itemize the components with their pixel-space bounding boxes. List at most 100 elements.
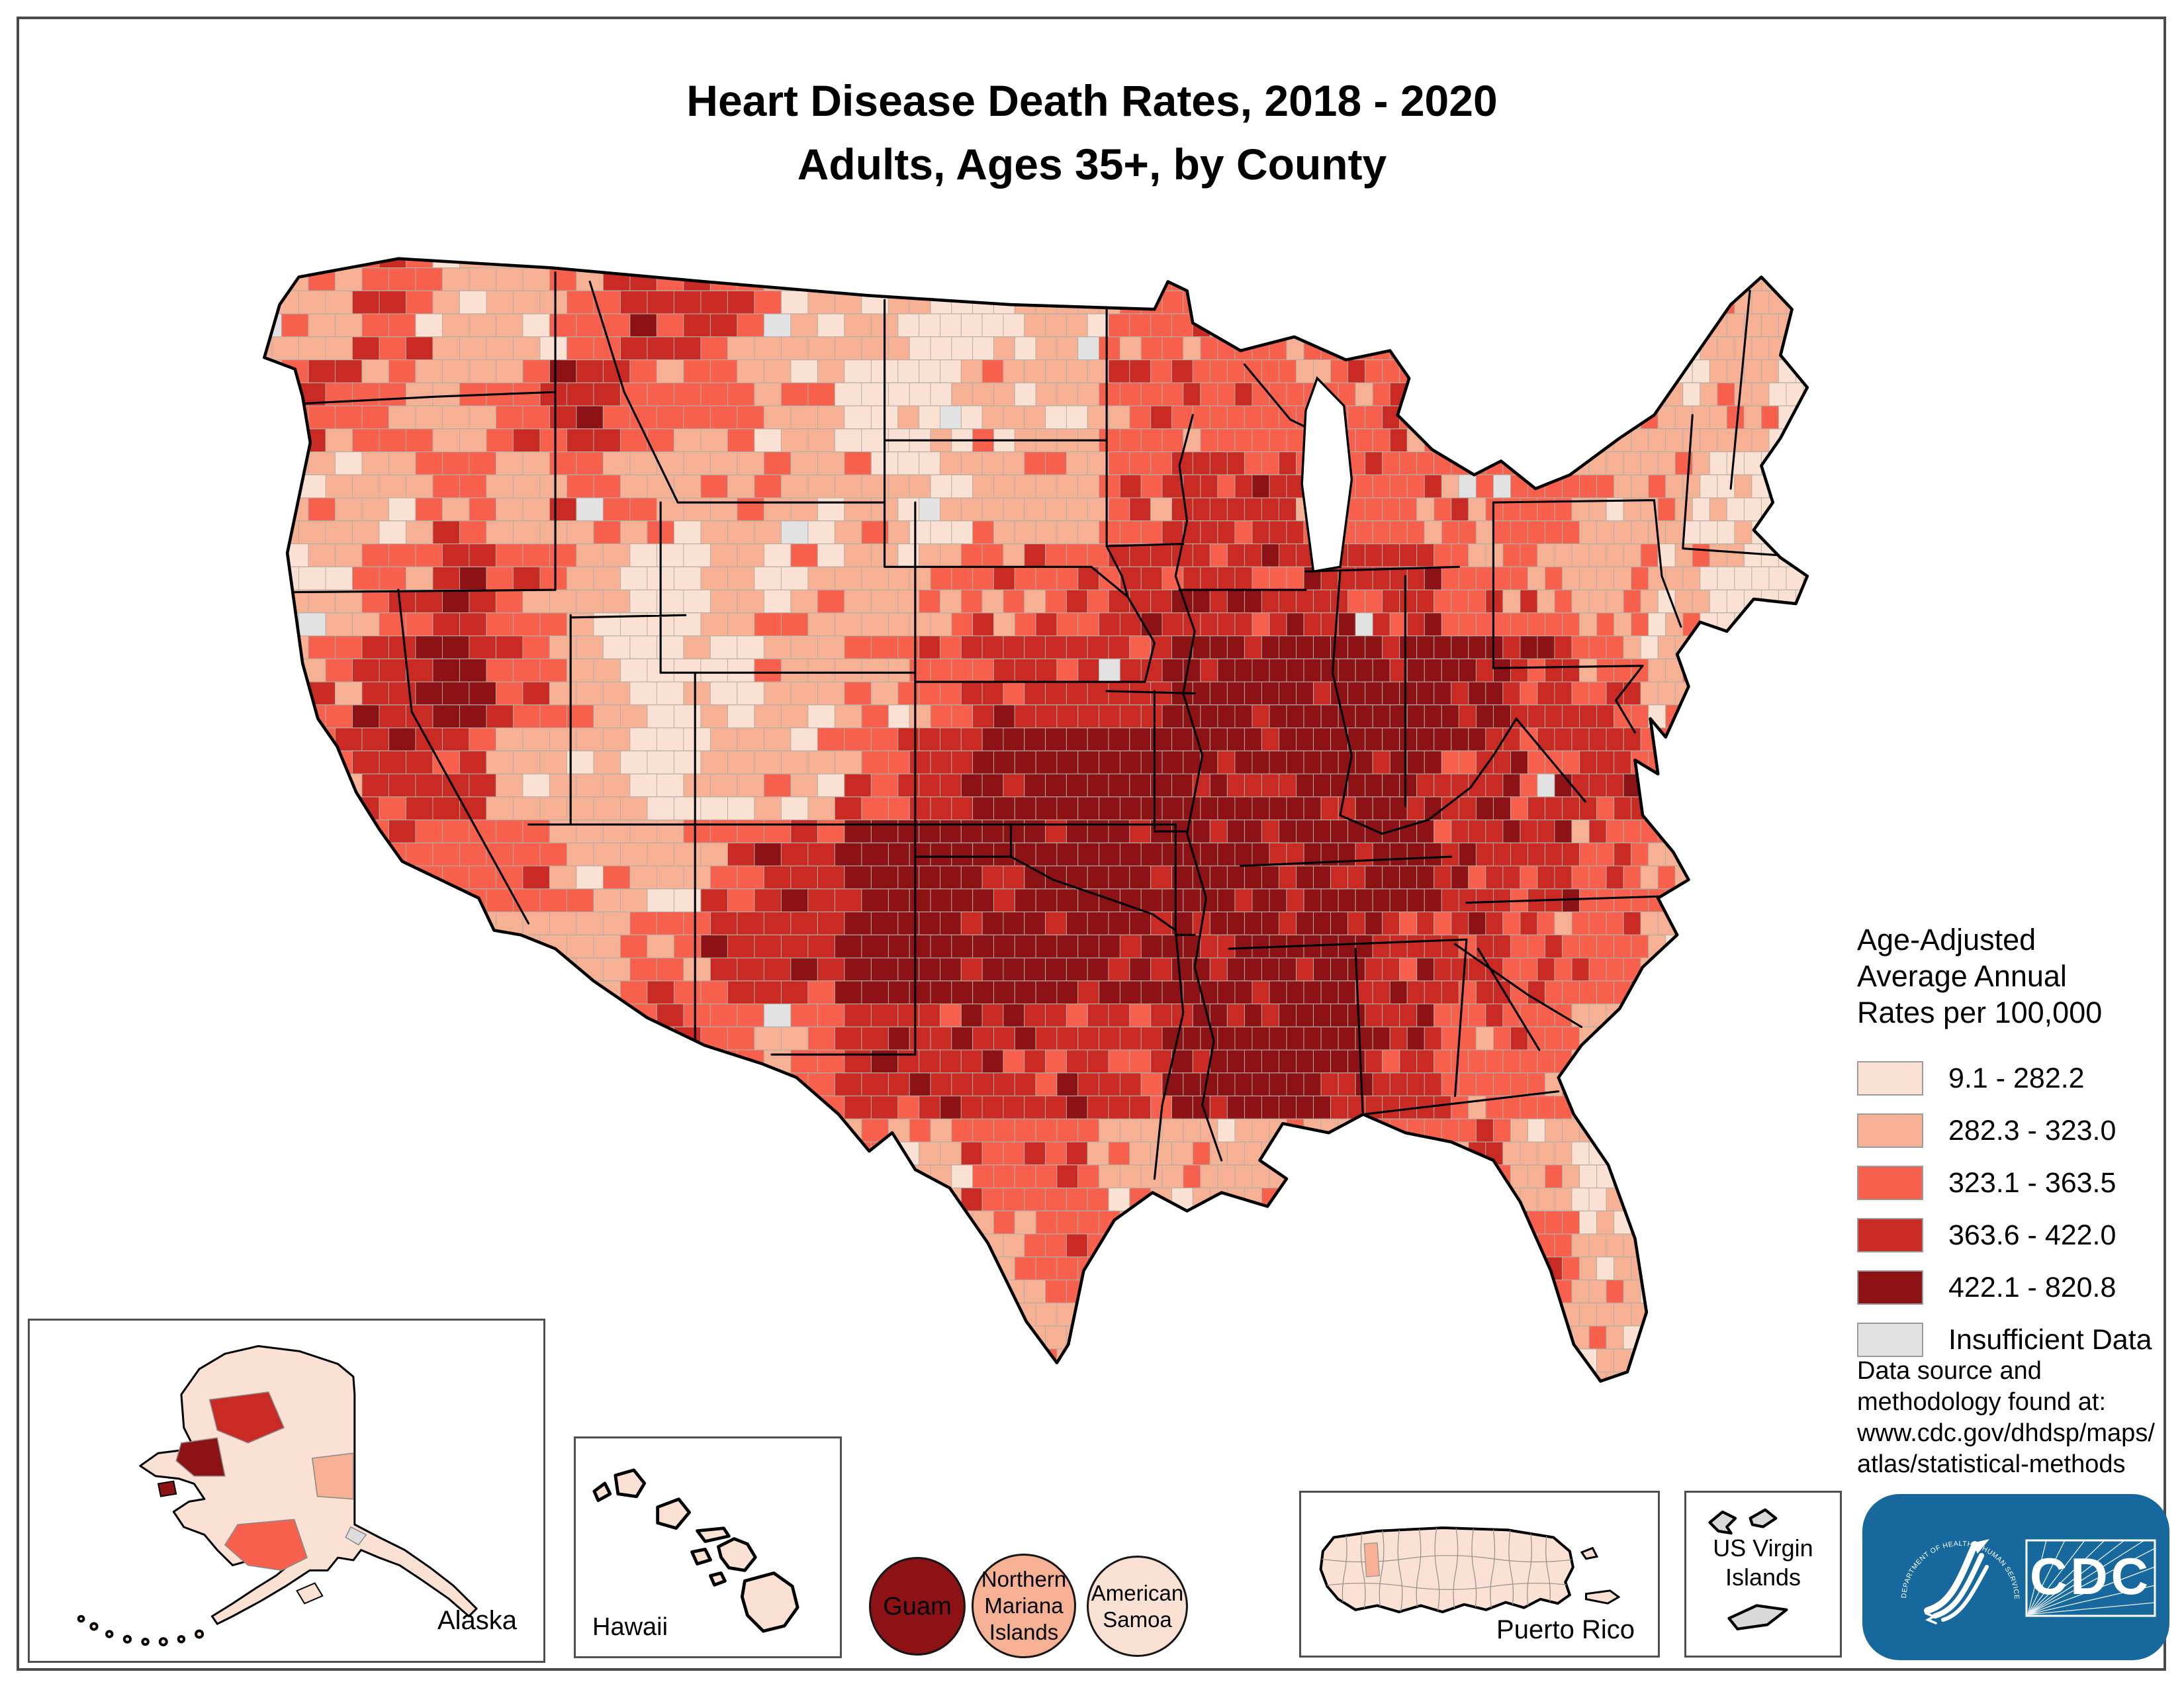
county-cell — [1768, 980, 1787, 1005]
county-cell — [1527, 796, 1545, 821]
county-cell — [1682, 704, 1701, 729]
county-cell — [593, 704, 621, 729]
county-cell — [1150, 543, 1172, 567]
county-cell — [281, 267, 309, 291]
county-cell — [780, 1302, 809, 1327]
county-cell — [1527, 1441, 1545, 1464]
county-cell — [1244, 451, 1262, 475]
county-cell — [727, 382, 755, 406]
county-cell — [1795, 267, 1807, 291]
county-cell — [1475, 290, 1494, 314]
county-cell — [1596, 566, 1615, 590]
county-cell — [308, 773, 336, 798]
county-cell — [1244, 1004, 1262, 1027]
county-cell — [981, 727, 1004, 751]
county-cell — [870, 635, 899, 659]
county-cell — [1743, 957, 1762, 982]
county-cell — [1399, 681, 1418, 706]
county-cell — [1545, 1302, 1563, 1327]
county-cell — [1571, 405, 1590, 430]
county-cell — [1140, 934, 1163, 959]
county-cell — [1795, 820, 1807, 843]
county-cell — [405, 750, 433, 774]
county-cell — [1451, 1464, 1469, 1487]
county-cell — [1066, 635, 1088, 659]
county-cell — [522, 820, 550, 843]
county-cell — [1579, 258, 1598, 269]
county-cell — [951, 382, 974, 406]
county-cell — [1726, 865, 1745, 890]
county-cell — [1338, 1256, 1356, 1281]
county-cell — [790, 1141, 818, 1166]
county-cell — [1674, 1188, 1693, 1211]
county-cell — [1234, 290, 1253, 314]
county-cell — [1475, 1210, 1494, 1235]
county-cell — [960, 1325, 983, 1350]
county-cell — [834, 382, 862, 406]
county-cell — [1709, 589, 1727, 614]
county-cell — [1150, 451, 1172, 475]
county-cell — [1640, 451, 1659, 475]
county-cell — [1286, 750, 1304, 774]
county-cell — [1279, 727, 1297, 751]
county-cell — [817, 1049, 845, 1074]
county-cell — [1209, 1004, 1228, 1027]
county-cell — [1382, 1233, 1400, 1258]
county-cell — [930, 336, 952, 361]
county-cell — [673, 750, 702, 774]
county-cell — [1786, 336, 1804, 361]
county-cell — [1554, 267, 1572, 291]
county-cell — [1217, 934, 1236, 959]
county-cell — [1261, 313, 1279, 338]
county-cell — [1192, 635, 1210, 659]
county-cell — [1108, 267, 1130, 291]
county-cell — [1416, 543, 1435, 567]
county-cell — [1244, 359, 1262, 383]
county-cell — [1492, 1348, 1511, 1373]
county-cell — [1545, 382, 1563, 406]
county-cell — [576, 1325, 604, 1350]
cdc-acronym-box: CDC — [2025, 1539, 2156, 1617]
county-cell — [1475, 750, 1494, 774]
county-cell — [844, 773, 872, 798]
county-cell — [1261, 773, 1279, 798]
county-cell — [737, 865, 764, 890]
county-cell — [1261, 589, 1279, 614]
county-cell — [1502, 681, 1521, 706]
county-cell — [790, 267, 818, 291]
county-cell — [871, 1418, 897, 1441]
county-cell — [325, 1118, 353, 1143]
county-cell — [1492, 474, 1511, 498]
county-cell — [469, 865, 496, 890]
county-cell — [1365, 1141, 1383, 1166]
county-cell — [1433, 267, 1452, 291]
county-cell — [861, 796, 889, 821]
county-cell — [1087, 1004, 1109, 1027]
county-cell — [1087, 912, 1109, 935]
county-cell — [218, 291, 245, 314]
county-cell — [1768, 1256, 1787, 1281]
county-cell — [1554, 820, 1572, 843]
county-cell — [1640, 1141, 1659, 1166]
county-cell — [1579, 382, 1598, 406]
county-cell — [486, 1026, 514, 1051]
county-cell — [1244, 267, 1262, 291]
county-cell — [1014, 1164, 1036, 1189]
county-cell — [388, 1233, 416, 1258]
county-cell — [1251, 1302, 1270, 1327]
county-cell — [919, 912, 940, 935]
county-cell — [1657, 635, 1676, 659]
county-cell — [1709, 1233, 1727, 1258]
county-cell — [1778, 1325, 1796, 1350]
county-cell — [1623, 820, 1641, 843]
county-cell — [737, 1280, 764, 1303]
county-cell — [1303, 704, 1322, 729]
county-cell — [459, 1026, 487, 1051]
county-cell — [629, 267, 657, 291]
county-cell — [1261, 635, 1279, 659]
county-cell — [834, 1026, 862, 1051]
county-cell — [1537, 543, 1555, 567]
county-cell — [1003, 1372, 1025, 1382]
county-cell — [469, 1141, 496, 1166]
county-cell — [940, 1004, 962, 1027]
